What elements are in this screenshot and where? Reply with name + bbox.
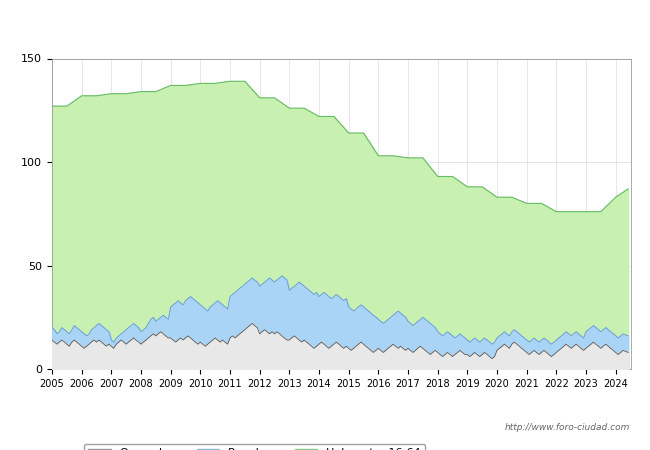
Text: http://www.foro-ciudad.com: http://www.foro-ciudad.com	[505, 423, 630, 432]
Text: Ayódar - Evolucion de la poblacion en edad de Trabajar Mayo de 2024: Ayódar - Evolucion de la poblacion en ed…	[82, 18, 568, 32]
Legend: Ocupados, Parados, Hab. entre 16-64: Ocupados, Parados, Hab. entre 16-64	[84, 444, 425, 450]
